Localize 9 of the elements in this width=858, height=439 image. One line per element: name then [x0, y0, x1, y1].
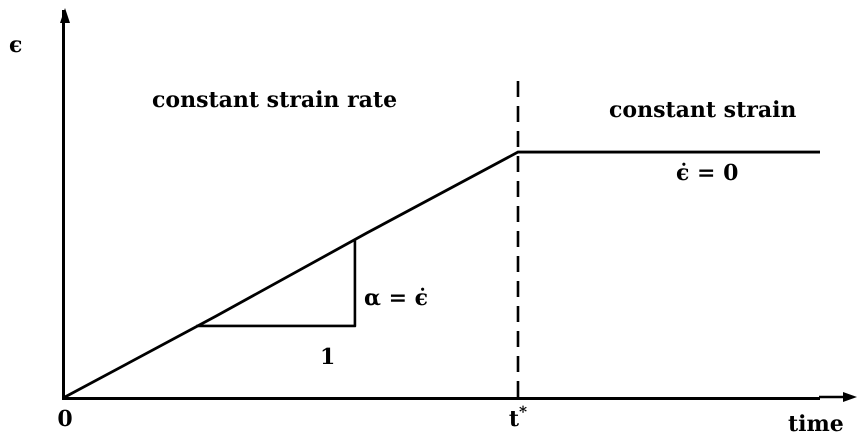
x-axis-title: time [788, 411, 844, 437]
text: constant strain rate [152, 87, 398, 113]
annotation: α = ϵ̇ [364, 285, 428, 311]
x-tick-label: t$^{*}$ [508, 402, 528, 432]
annotation: ϵ̇ = 0 [676, 160, 738, 186]
text: constant strain [609, 97, 796, 123]
y-axis-title: ϵ [9, 32, 22, 58]
annotation: 1 [320, 344, 336, 370]
x-tick-label: 0 [57, 406, 73, 432]
